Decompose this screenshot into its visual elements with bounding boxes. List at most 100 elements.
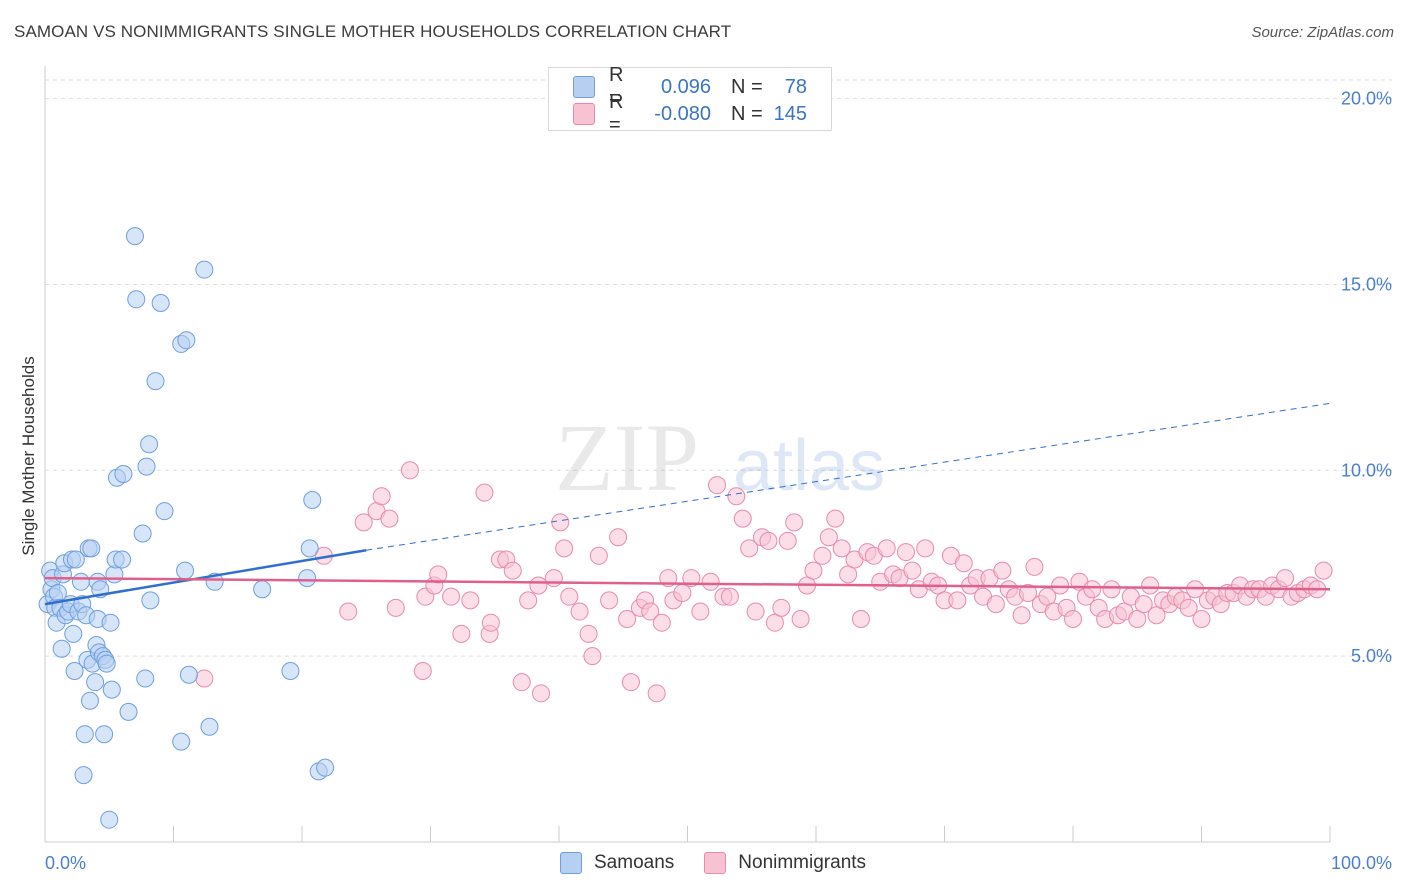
nonimmigrants-point [1025,557,1044,576]
nonimmigrants-point [954,554,973,573]
nonimmigrants-point [621,673,640,692]
nonimmigrants-point [896,543,915,562]
samoans-point [176,561,195,580]
samoans-trend-line [44,548,367,606]
samoans-point [195,260,214,279]
nonimmigrants-point [1134,595,1153,614]
nonimmigrants-point [727,487,746,506]
samoans-point [127,290,146,309]
nonimmigrants-swatch [573,103,595,125]
nonimmigrants-point [1064,609,1082,628]
nonimmigrants-point [1314,561,1333,580]
legend-item-nonimmigrants: Nonimmigrants [704,852,866,874]
nonimmigrants-point [1038,587,1057,606]
y-tick-label: 5.0% [1351,646,1392,666]
samoans-trend-extension [366,402,1331,551]
legend-label-samoans: Samoans [594,852,675,873]
nonimmigrants-point [544,569,563,588]
samoans-point [146,372,165,391]
nonimmigrants-point [765,613,784,632]
nonimmigrants-point [691,602,710,621]
samoans-point [64,624,83,643]
nonimmigrants-point [579,624,598,643]
samoans-point [97,654,116,673]
nonimmigrants-point [461,591,480,610]
nonimmigrants-point [746,602,765,621]
watermark: ZIP atlas [555,404,885,511]
samoans-point [141,591,160,610]
series-legend: Samoans Nonimmigrants [560,852,896,874]
nonimmigrants-point [819,528,838,547]
nonimmigrants-point [442,587,461,606]
nonimmigrants-point [380,509,399,528]
legend-item-samoans: Samoans [560,852,674,874]
samoans-point [253,580,272,599]
nonimmigrants-point [195,669,214,688]
nonimmigrants-point [993,561,1012,580]
x-tick-label: 100.0% [1331,853,1392,873]
nonimmigrants-point [429,565,448,584]
nonimmigrants-point [529,576,548,595]
samoans-point [177,331,196,350]
nonimmigrants-point [1147,606,1166,625]
samoans-point [82,539,101,558]
nonimmigrants-point [354,513,373,532]
nonimmigrants-point [701,572,720,591]
source-label: Source: ZipAtlas.com [1251,24,1394,41]
nonimmigrants-point [832,539,851,558]
samoans-point [66,550,85,569]
samoans-point [200,717,219,736]
y-tick-label: 15.0% [1341,274,1392,294]
samoans-point [136,669,155,688]
nonimmigrants-swatch [704,852,727,874]
nonimmigrants-point [551,513,570,532]
samoans-point [80,691,99,710]
nonimmigrants-point [570,602,589,621]
nonimmigrants-point [641,602,660,621]
nonimmigrants-point [481,613,500,632]
nonimmigrants-point [759,531,778,550]
nonimmigrants-point [791,609,810,628]
nonimmigrants-point [813,546,832,565]
samoans-swatch [573,76,595,98]
samoans-points [38,227,335,829]
nonimmigrants-point [778,531,797,550]
samoans-swatch [560,852,582,874]
samoans-point [133,524,152,543]
nonimmigrants-point [733,509,752,528]
samoans-point [52,639,71,658]
watermark-zip: ZIP [555,404,699,511]
nonimmigrants-point [512,673,531,692]
samoans-point [119,702,138,721]
nonimmigrants-point [839,565,858,584]
nonimmigrants-point [503,561,522,580]
samoans-point [102,680,121,699]
r-value: -0.080 [654,102,711,125]
samoans-point [179,665,198,684]
samoans-point [101,613,120,632]
legend-label-nonimmigrants: Nonimmigrants [738,852,867,873]
nonimmigrants-point [647,684,666,703]
nonimmigrants-point [339,602,358,621]
nonimmigrants-point [708,476,727,495]
nonimmigrants-point [1102,580,1121,599]
nonimmigrants-point [589,546,608,565]
samoans-point [172,732,191,751]
samoans-point [300,539,319,558]
samoans-point [86,673,105,692]
nonimmigrants-point [519,591,538,610]
samoans-point [65,662,84,681]
nonimmigrants-point [986,595,1005,614]
correlation-legend: R = 0.096 N = 78 R = -0.080 N = 145 [548,64,832,136]
nonimmigrants-point [475,483,494,502]
n-label: N = [731,75,763,98]
nonimmigrants-trend-line [44,576,1331,591]
samoans-point [140,435,159,454]
nonimmigrants-point [555,539,574,558]
nonimmigrants-point [851,609,870,628]
y-tick-label: 10.0% [1341,460,1392,480]
legend-row-samoans: R = 0.096 N = 78 [573,64,807,109]
nonimmigrants-point [772,598,791,617]
samoans-point [316,758,335,777]
samoans-point [125,227,144,246]
